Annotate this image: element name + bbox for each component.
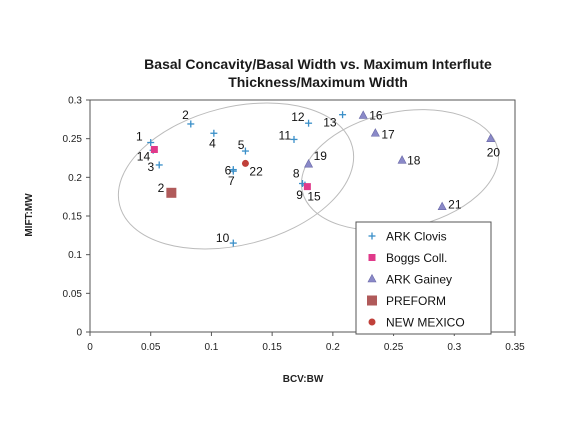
y-tick-label: 0.3: [68, 96, 82, 107]
legend-entry: ARK Clovis: [386, 230, 447, 244]
data-point: [486, 133, 496, 142]
y-tick-label: 0.25: [63, 134, 83, 145]
y-tick-label: 0.05: [63, 289, 83, 300]
data-point: [437, 201, 447, 211]
x-tick-label: 0.3: [447, 342, 461, 353]
point-label: 11: [279, 128, 292, 142]
legend-marker: [367, 295, 377, 306]
legend-box: [355, 221, 492, 335]
x-tick-label: 0.2: [326, 342, 340, 353]
point-label: 5: [238, 138, 245, 152]
data-point: [290, 135, 298, 143]
legend-entry: Boggs Coll.: [386, 251, 447, 265]
data-point: [229, 167, 237, 175]
point-label: 4: [209, 136, 216, 150]
data-point: [210, 129, 218, 137]
y-axis-label: MIFT:MW: [24, 193, 35, 237]
data-point: [305, 119, 313, 127]
legend-marker: [368, 232, 376, 240]
point-label: 9: [296, 188, 303, 202]
data-point: [241, 147, 249, 155]
data-point: [155, 161, 163, 169]
y-tick-label: 0.2: [68, 173, 82, 184]
chart-title-line-1: Basal Concavity/Basal Width vs. Maximum …: [144, 56, 492, 72]
x-axis-ticks: 0 0.05 0.1 0.15 0.2 0.25 0.3 0.35: [87, 332, 525, 353]
data-point: [229, 239, 237, 247]
point-label: 14: [137, 149, 151, 163]
clovis-ellipse: [117, 102, 355, 250]
x-tick-label: 0: [87, 342, 93, 353]
legend-marker: [367, 273, 377, 283]
point-label: 22: [249, 164, 263, 178]
point-label: 8: [293, 167, 300, 181]
point-label: 19: [314, 149, 328, 163]
data-point: [166, 187, 177, 198]
point-label: 20: [487, 146, 501, 160]
x-tick-label: 0.05: [141, 342, 161, 353]
point-label: 15: [307, 190, 321, 204]
data-point: [339, 111, 347, 119]
chart-title-line-2: Thickness/Maximum Width: [228, 74, 408, 90]
y-tick-label: 0.15: [63, 212, 83, 223]
legend-marker: [368, 254, 376, 261]
chart-title: Basal Concavity/Basal Width vs. Maximum …: [144, 56, 492, 90]
x-tick-label: 0.35: [505, 342, 525, 353]
y-tick-label: 0.1: [68, 250, 82, 261]
data-points: [147, 110, 496, 247]
point-label: 13: [323, 116, 337, 130]
point-label: 7: [228, 174, 235, 188]
y-axis-ticks: 0 0.05 0.1 0.15 0.2 0.25 0.3: [63, 96, 90, 339]
legend-entry: ARK Gainey: [386, 273, 452, 287]
data-point: [358, 110, 368, 119]
point-label: 18: [407, 153, 421, 167]
y-tick-label: 0: [76, 328, 82, 339]
data-point: [150, 145, 158, 153]
point-label: 12: [291, 110, 305, 124]
x-tick-label: 0.1: [204, 342, 218, 353]
x-axis-label: BCV:BW: [283, 374, 324, 385]
data-point: [187, 120, 195, 128]
legend: ARK Clovis Boggs Coll. ARK Gainey PREFORM NE…: [355, 221, 492, 335]
point-label: 3: [148, 160, 155, 174]
x-tick-label: 0.15: [262, 342, 282, 353]
data-point: [303, 183, 311, 191]
point-label: 16: [369, 108, 383, 122]
legend-entry: PREFORM: [386, 294, 446, 308]
point-label: 17: [381, 127, 395, 141]
data-point: [147, 139, 155, 147]
data-point: [397, 155, 407, 164]
legend-marker: [368, 318, 376, 326]
data-point: [370, 128, 380, 137]
point-label: 6: [225, 164, 232, 178]
point-label: 2: [182, 108, 189, 122]
point-label: 1: [136, 130, 143, 144]
point-label: 2: [158, 181, 165, 195]
data-point: [304, 159, 314, 168]
legend-entry: NEW MEXICO: [386, 316, 465, 330]
point-label: 10: [216, 231, 230, 245]
point-label: 21: [448, 198, 462, 212]
x-tick-label: 0.25: [384, 342, 404, 353]
data-point: [241, 159, 249, 167]
